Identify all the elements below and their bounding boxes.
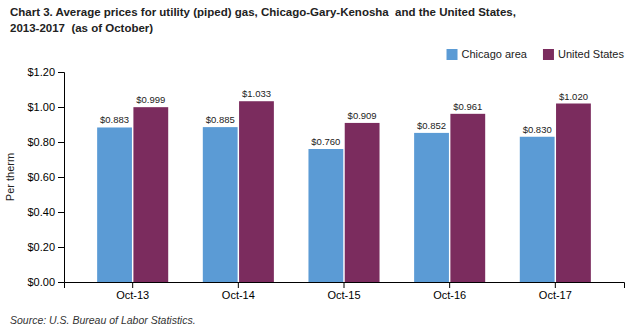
y-tick-mark	[58, 282, 64, 283]
y-axis-label: Per therm	[4, 153, 16, 201]
y-axis: $0.00 $0.20 $0.40 $0.60 $0.80 $1.00 $1.20	[27, 66, 64, 288]
y-tick-label: $0.80	[27, 136, 55, 148]
y-tick-label: $0.60	[27, 171, 55, 183]
x-tick: Oct-13	[116, 282, 149, 301]
data-labels: $0.883 $0.885 $0.760 $0.852 $0.830 $0.999 $1.0…	[100, 88, 588, 147]
legend: Chicago area United States	[447, 48, 625, 60]
title-line-2: 2013-2017 (as of October)	[10, 22, 153, 34]
bar	[556, 104, 591, 283]
y-tick-mark	[58, 247, 64, 248]
bar	[414, 133, 449, 282]
legend-label: Chicago area	[462, 48, 528, 60]
y-tick-mark	[58, 142, 64, 143]
bar	[520, 137, 555, 282]
y-tick-mark	[58, 212, 64, 213]
source-note: Source: U.S. Bureau of Labor Statistics.	[10, 314, 196, 326]
y-tick-mark	[58, 72, 64, 73]
y-tick: $0.80	[27, 136, 64, 148]
chart-container: Chart 3. Average prices for utility (pip…	[0, 0, 639, 330]
y-tick-label: $1.00	[27, 101, 55, 113]
legend-item: Chicago area	[447, 48, 528, 60]
legend-label: United States	[558, 48, 625, 60]
x-tick-mark	[132, 282, 133, 288]
x-tick: Oct-17	[539, 282, 572, 301]
y-tick-mark	[58, 107, 64, 108]
data-label: $0.885	[206, 114, 235, 125]
y-axis-line	[58, 73, 65, 283]
x-tick: Oct-16	[433, 282, 466, 301]
data-label: $0.760	[311, 136, 340, 147]
data-label: $0.999	[136, 94, 165, 105]
bar	[450, 114, 485, 282]
data-label: $0.852	[417, 120, 446, 131]
y-tick-mark	[58, 177, 64, 178]
y-tick: $1.20	[27, 66, 64, 78]
bar	[239, 101, 274, 282]
x-tick: Oct-15	[327, 282, 360, 301]
y-tick-label: $0.40	[27, 206, 55, 218]
x-tick-mark	[344, 282, 345, 288]
x-tick-label: Oct-14	[222, 289, 255, 301]
x-tick-label: Oct-17	[539, 289, 572, 301]
data-label: $1.020	[559, 91, 588, 102]
x-tick-mark	[238, 282, 239, 288]
legend-item: United States	[543, 48, 625, 60]
bar	[345, 123, 380, 282]
legend-swatch	[447, 49, 458, 60]
y-tick: $0.20	[27, 241, 64, 253]
data-label: $1.033	[242, 88, 271, 99]
y-tick: $0.60	[27, 171, 64, 183]
x-tick-label: Oct-16	[433, 289, 466, 301]
y-tick: $1.00	[27, 101, 64, 113]
x-tick: Oct-14	[222, 282, 255, 301]
x-axis: Oct-13 Oct-14 Oct-15 Oct-16 Oct-17	[65, 282, 625, 301]
data-label: $0.883	[100, 114, 129, 125]
data-label: $0.961	[453, 101, 482, 112]
y-tick-label: $1.20	[27, 66, 55, 78]
x-tick-mark	[449, 282, 450, 288]
bar	[133, 107, 168, 282]
bar	[203, 127, 238, 282]
chart-svg: Chart 3. Average prices for utility (pip…	[0, 0, 639, 330]
plot: $0.00 $0.20 $0.40 $0.60 $0.80 $1.00 $1.20 Oct-1…	[4, 66, 625, 301]
y-tick: $0.40	[27, 206, 64, 218]
y-tick: $0.00	[27, 276, 64, 288]
bars	[97, 101, 591, 282]
y-tick-label: $0.20	[27, 241, 55, 253]
title: Chart 3. Average prices for utility (pip…	[10, 6, 516, 18]
x-tick-label: Oct-15	[327, 289, 360, 301]
legend-swatch	[543, 49, 554, 60]
bar	[97, 127, 132, 282]
data-label: $0.830	[523, 124, 552, 135]
x-tick-mark	[555, 282, 556, 288]
x-axis-line	[65, 283, 625, 289]
x-tick-label: Oct-13	[116, 289, 149, 301]
bar	[308, 149, 343, 282]
data-label: $0.909	[348, 110, 377, 121]
y-tick-label: $0.00	[27, 276, 55, 288]
